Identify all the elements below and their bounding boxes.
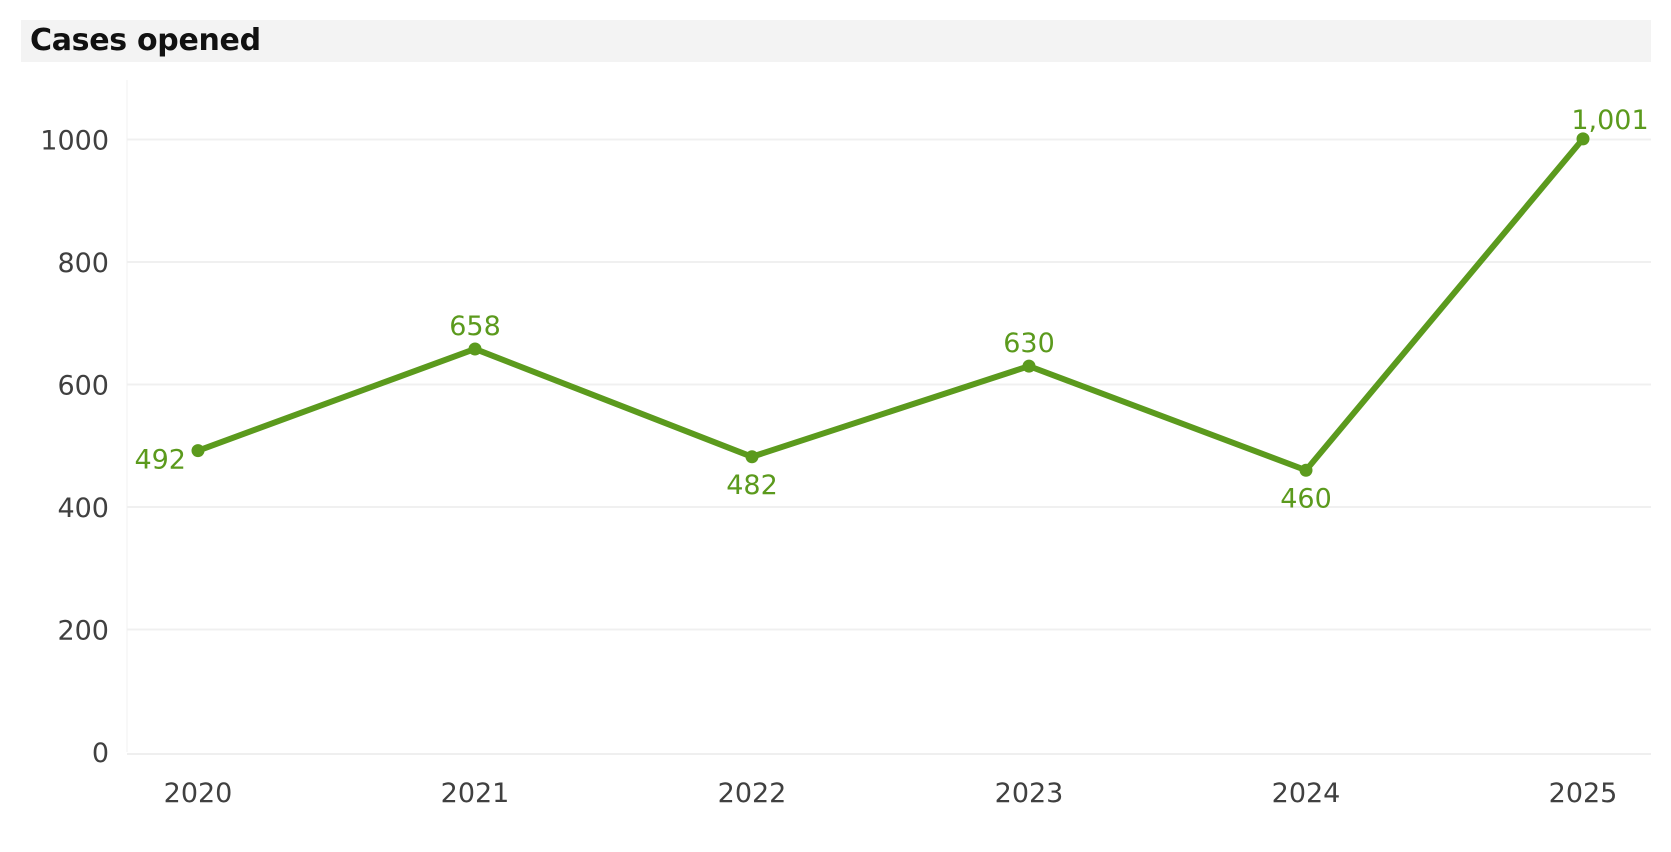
data-labels: 492 658 482 630 460 1,001 (134, 105, 1648, 514)
x-tick-label: 2025 (1549, 778, 1618, 809)
data-label: 492 (134, 445, 186, 476)
y-tick-label: 800 (57, 248, 109, 279)
x-tick-label: 2022 (718, 778, 787, 809)
series-line (195, 135, 1586, 474)
x-tick-label: 2023 (995, 778, 1064, 809)
data-label: 630 (1003, 328, 1055, 359)
data-point (1299, 463, 1313, 477)
axes (126, 80, 1651, 755)
y-tick-label: 1000 (40, 126, 109, 157)
data-label: 460 (1280, 483, 1332, 514)
x-tick-label: 2021 (441, 778, 510, 809)
y-tick-label: 400 (57, 493, 109, 524)
data-label: 1,001 (1571, 105, 1648, 136)
data-label: 482 (726, 470, 778, 501)
y-tick-label: 200 (57, 616, 109, 647)
data-point (1022, 359, 1036, 373)
y-tick-label: 0 (92, 738, 109, 769)
data-point (1576, 132, 1590, 146)
data-point (468, 342, 482, 356)
y-tick-label: 600 (57, 371, 109, 402)
chart-title-bar: Cases opened (21, 20, 1651, 62)
data-point (745, 450, 759, 464)
x-tick-label: 2024 (1272, 778, 1341, 809)
series (191, 132, 1590, 477)
data-label: 658 (449, 311, 501, 342)
x-tick-label: 2020 (164, 778, 233, 809)
x-tick-labels: 2020 2021 2022 2023 2024 2025 (164, 778, 1618, 809)
gridlines (127, 138, 1651, 631)
y-tick-labels: 0 200 400 600 800 1000 (40, 126, 109, 770)
chart-title: Cases opened (30, 23, 261, 58)
data-point (191, 444, 205, 458)
